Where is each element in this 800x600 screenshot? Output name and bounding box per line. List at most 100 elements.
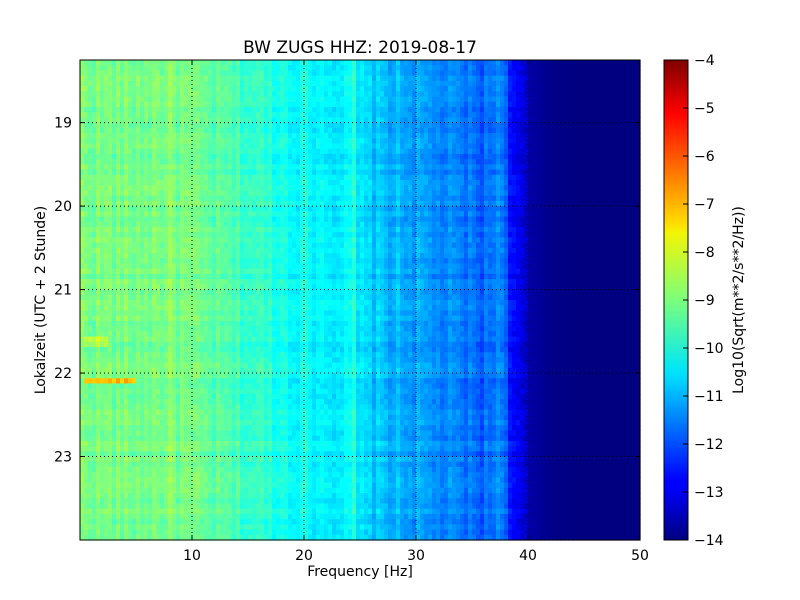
heatmap-cell [456, 148, 461, 155]
heatmap-cell [392, 174, 397, 181]
heatmap-cell [124, 117, 129, 124]
heatmap-cell [456, 190, 461, 197]
heatmap-cell [412, 122, 417, 129]
heatmap-cell [268, 65, 273, 72]
heatmap-cell [520, 65, 525, 72]
heatmap-cell [376, 174, 381, 181]
heatmap-cell [116, 91, 121, 98]
heatmap-cell [232, 237, 237, 244]
heatmap-cell [616, 195, 621, 202]
heatmap-cell [396, 122, 401, 129]
heatmap-cell [300, 153, 305, 160]
heatmap-cell [612, 237, 617, 244]
heatmap-cell [536, 127, 541, 134]
heatmap-cell [628, 117, 633, 124]
heatmap-cell [524, 80, 529, 87]
heatmap-cell [556, 112, 561, 118]
heatmap-cell [376, 86, 381, 92]
heatmap-cell [208, 206, 213, 212]
heatmap-cell [572, 60, 577, 66]
heatmap-cell [584, 75, 589, 82]
heatmap-cell [240, 112, 245, 118]
heatmap-cell [232, 143, 237, 150]
heatmap-cell [80, 143, 85, 150]
heatmap-cell [296, 65, 301, 72]
heatmap-cell [192, 221, 197, 228]
heatmap-cell [596, 106, 601, 113]
heatmap-cell [316, 91, 321, 98]
heatmap-cell [160, 180, 165, 186]
heatmap-cell [436, 164, 441, 171]
heatmap-cell [160, 206, 165, 212]
heatmap-cell [352, 180, 357, 186]
heatmap-cell [264, 180, 269, 186]
heatmap-cell [600, 122, 605, 129]
heatmap-cell [548, 96, 553, 103]
heatmap-cell [536, 221, 541, 228]
heatmap-cell [96, 60, 101, 66]
heatmap-cell [636, 153, 641, 160]
heatmap-cell [88, 195, 93, 202]
heatmap-cell [344, 96, 349, 103]
heatmap-cell [616, 200, 621, 207]
heatmap-cell [356, 127, 361, 134]
heatmap-cell [208, 221, 213, 228]
heatmap-cell [456, 169, 461, 176]
heatmap-cell [276, 174, 281, 181]
heatmap-cell [292, 226, 297, 233]
heatmap-cell [368, 232, 373, 238]
heatmap-cell [236, 106, 241, 113]
heatmap-cell [436, 221, 441, 228]
heatmap-cell [100, 101, 105, 108]
heatmap-cell [488, 169, 493, 176]
heatmap-cell [400, 101, 405, 108]
heatmap-cell [612, 180, 617, 186]
heatmap-cell [508, 86, 513, 92]
heatmap-cell [544, 159, 549, 165]
heatmap-cell [520, 237, 525, 244]
heatmap-cell [108, 75, 113, 82]
heatmap-cell [448, 190, 453, 197]
heatmap-cell [436, 200, 441, 207]
heatmap-cell [280, 101, 285, 108]
heatmap-cell [376, 190, 381, 197]
heatmap-cell [332, 122, 337, 129]
heatmap-cell [564, 112, 569, 118]
heatmap-cell [468, 169, 473, 176]
heatmap-cell [136, 153, 141, 160]
heatmap-cell [568, 138, 573, 145]
heatmap-cell [188, 159, 193, 165]
heatmap-cell [568, 216, 573, 223]
heatmap-cell [476, 117, 481, 124]
heatmap-cell [432, 60, 437, 66]
heatmap-cell [100, 190, 105, 197]
heatmap-cell [364, 169, 369, 176]
heatmap-cell [440, 174, 445, 181]
heatmap-cell [260, 60, 265, 66]
heatmap-cell [632, 96, 637, 103]
heatmap-cell [500, 127, 505, 134]
heatmap-cell [152, 117, 157, 124]
heatmap-cell [628, 174, 633, 181]
heatmap-cell [372, 174, 377, 181]
heatmap-cell [304, 86, 309, 92]
heatmap-cell [484, 80, 489, 87]
heatmap-cell [92, 60, 97, 66]
heatmap-cell [416, 75, 421, 82]
heatmap-cell [592, 60, 597, 66]
heatmap-cell [248, 153, 253, 160]
heatmap-cell [148, 185, 153, 192]
heatmap-cell [336, 226, 341, 233]
heatmap-cell [164, 106, 169, 113]
heatmap-cell [132, 221, 137, 228]
heatmap-cell [600, 65, 605, 72]
heatmap-cell [252, 75, 257, 82]
heatmap-cell [320, 86, 325, 92]
heatmap-cell [636, 200, 641, 207]
heatmap-cell [112, 122, 117, 129]
heatmap-cell [92, 185, 97, 192]
heatmap-cell [160, 106, 165, 113]
heatmap-cell [160, 80, 165, 87]
heatmap-cell [444, 153, 449, 160]
heatmap-cell [92, 190, 97, 197]
